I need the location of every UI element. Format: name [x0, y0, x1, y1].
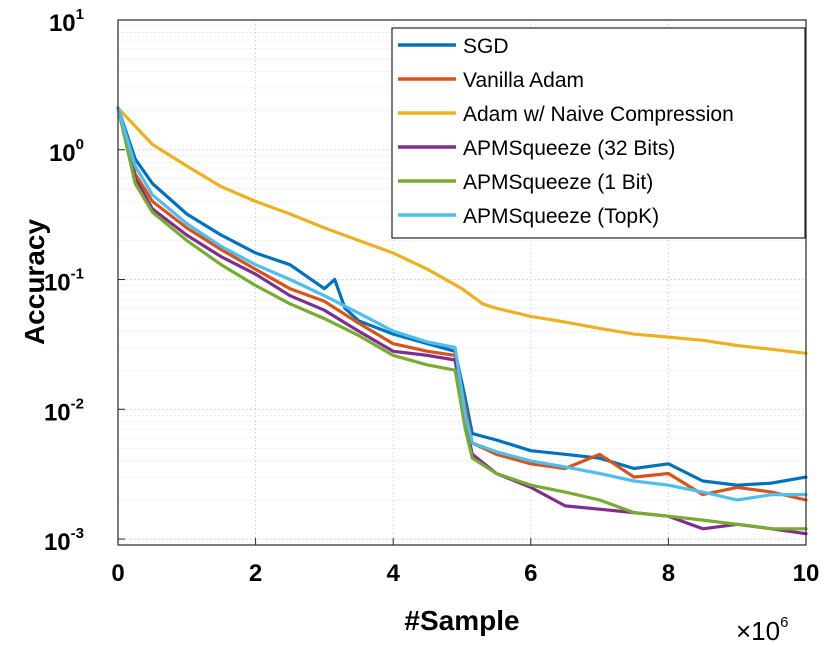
- legend-label-5: APMSqueeze (1 Bit): [463, 171, 653, 194]
- y-tick-label: 10-3: [44, 525, 84, 556]
- y-tick-base: 10: [44, 399, 71, 426]
- y-axis-label: Accuracy: [19, 219, 50, 346]
- x-ticks: 0 2 4 6 8 10: [111, 538, 819, 587]
- y-tick-label: 10-1: [44, 266, 84, 297]
- legend-label-6: APMSqueeze (TopK): [463, 205, 659, 228]
- series-line-6: [116, 106, 808, 502]
- y-tick-label: 10-2: [44, 395, 84, 426]
- x-tick-label: 4: [387, 560, 401, 587]
- y-tick-exponent: 0: [76, 136, 84, 153]
- legend-box: [391, 27, 806, 239]
- x-tick-label: 2: [249, 560, 262, 587]
- legend-label-3: Adam w/ Naive Compression: [463, 103, 734, 126]
- legend-label-1: SGD: [463, 35, 509, 58]
- series-lines: [116, 106, 808, 536]
- y-tick-exponent: -1: [71, 266, 84, 283]
- x-tick-label: 10: [793, 560, 820, 587]
- y-tick-exponent: 1: [76, 6, 84, 23]
- series-line-3: [116, 106, 808, 355]
- series-line-1: [116, 106, 808, 487]
- y-tick-base: 10: [49, 140, 76, 167]
- y-tick-label: 100: [49, 136, 84, 167]
- x-multiplier-base: ×10: [736, 616, 780, 646]
- legend-label-4: APMSqueeze (32 Bits): [463, 137, 675, 160]
- y-tick-exponent: -3: [71, 525, 84, 542]
- y-tick-base: 10: [44, 270, 71, 297]
- y-tick-exponent: -2: [71, 395, 84, 412]
- axes-box: [117, 19, 807, 546]
- x-tick-label: 0: [111, 560, 124, 587]
- y-tick-base: 10: [44, 529, 71, 556]
- series-line-5: [116, 106, 808, 531]
- x-multiplier-exp: 6: [780, 614, 788, 631]
- legend-label-2: Vanilla Adam: [463, 69, 584, 92]
- legend: SGD Vanilla Adam Adam w/ Naive Compression…: [391, 27, 806, 239]
- x-tick-label: 8: [662, 560, 675, 587]
- x-tick-label: 6: [524, 560, 537, 587]
- x-axis-label: #Sample: [404, 605, 519, 636]
- x-multiplier: ×106: [736, 614, 788, 646]
- y-tick-base: 10: [49, 10, 76, 37]
- y-tick-label: 101: [49, 6, 84, 37]
